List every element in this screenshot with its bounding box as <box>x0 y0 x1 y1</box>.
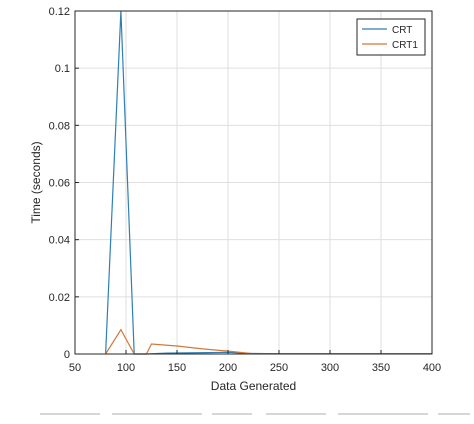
y-tick-label: 0.04 <box>49 235 70 247</box>
y-tick-label: 0.1 <box>55 63 70 75</box>
legend-label: CRT1 <box>392 40 418 51</box>
x-tick-label: 350 <box>372 362 390 374</box>
x-tick-label: 100 <box>117 362 135 374</box>
y-tick-label: 0.12 <box>49 6 70 18</box>
legend: CRT CRT1 <box>356 18 426 56</box>
ticks: 50 100 150 200 250 300 350 400 0 0.02 0.04 0.06 0.08… <box>49 6 442 374</box>
y-tick-label: 0.08 <box>49 120 70 132</box>
x-tick-label: 200 <box>219 362 237 374</box>
grid <box>74 10 433 355</box>
y-tick-label: 0.02 <box>49 292 70 304</box>
x-tick-label: 300 <box>321 362 339 374</box>
x-tick-label: 250 <box>270 362 288 374</box>
x-tick-label: 150 <box>168 362 186 374</box>
x-tick-label: 50 <box>69 362 81 374</box>
x-tick-label: 400 <box>423 362 441 374</box>
legend-box <box>356 18 426 56</box>
y-tick-label: 0.06 <box>49 178 70 190</box>
y-tick-label: 0 <box>64 349 70 361</box>
y-axis-label: Time (seconds) <box>29 141 43 223</box>
x-axis-label: Data Generated <box>211 379 296 393</box>
legend-label: CRT <box>392 25 412 36</box>
